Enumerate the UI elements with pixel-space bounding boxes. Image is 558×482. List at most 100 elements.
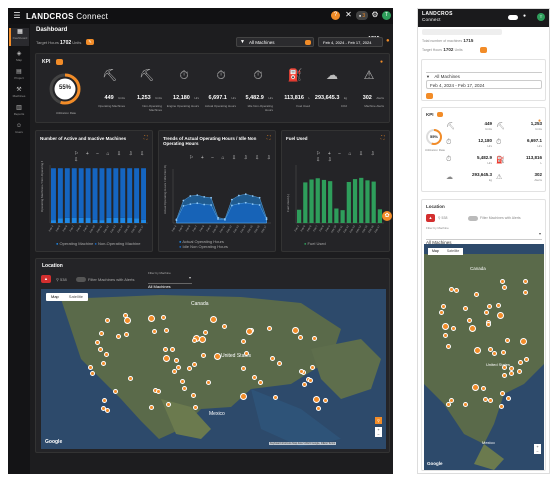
data-point[interactable]: [251, 195, 254, 197]
bar-operating[interactable]: [71, 217, 77, 223]
bar-fuel[interactable]: [377, 209, 382, 223]
data-point[interactable]: [210, 196, 213, 199]
bar-fuel[interactable]: [346, 181, 351, 223]
map-pin[interactable]: [488, 398, 494, 404]
bar-operating[interactable]: [141, 219, 146, 223]
bar-operating[interactable]: [134, 218, 140, 223]
mobile-map-tab[interactable]: Map: [432, 249, 439, 253]
data-point[interactable]: [203, 203, 206, 206]
data-point[interactable]: [258, 204, 261, 206]
bar-operating[interactable]: [99, 220, 105, 223]
mobile-kpi-card[interactable]: ⚠ 302 Alerts: [496, 171, 544, 186]
map-pin[interactable]: [500, 391, 506, 397]
map-pin[interactable]: [98, 347, 104, 353]
user-avatar[interactable]: T: [382, 11, 391, 20]
sidebar-item-users[interactable]: ☺ Users: [9, 122, 29, 140]
bar-non-operating[interactable]: [127, 168, 133, 219]
mobile-satellite-tab[interactable]: Satellite: [446, 249, 460, 253]
map-pin[interactable]: [206, 380, 211, 386]
data-point[interactable]: [230, 198, 233, 201]
notification-badge[interactable]: ● 3: [356, 11, 368, 20]
bar-operating[interactable]: [113, 217, 119, 223]
map-pin[interactable]: [466, 318, 472, 324]
settings-gear-icon[interactable]: ⚙: [371, 10, 379, 19]
sidebar-item-dashboard[interactable]: ▦ Dashboard: [9, 28, 29, 46]
sidebar-item-machines[interactable]: ⚒ Machines: [9, 86, 29, 104]
data-point[interactable]: [258, 196, 261, 199]
help-icon[interactable]: ?: [331, 11, 340, 20]
mobile-location-select[interactable]: All Machines ▾: [426, 231, 542, 245]
mobile-alert-badge[interactable]: ▲: [426, 214, 435, 222]
map-pin[interactable]: [487, 304, 493, 310]
map-pin[interactable]: [488, 347, 494, 353]
bar-non-operating[interactable]: [51, 168, 56, 221]
map-pin[interactable]: [315, 406, 321, 412]
bar-non-operating[interactable]: [106, 168, 112, 218]
map-pin[interactable]: [312, 395, 320, 403]
map-pin[interactable]: [191, 338, 197, 344]
map-pin[interactable]: [241, 366, 247, 372]
map-pin[interactable]: [104, 317, 110, 323]
bar-fuel[interactable]: [321, 179, 327, 223]
data-point[interactable]: [196, 202, 199, 205]
mobile-refresh-button[interactable]: [426, 93, 433, 99]
location-machine-select[interactable]: All Machines ▾: [148, 275, 192, 289]
bar-fuel[interactable]: [340, 210, 345, 223]
map-pin[interactable]: [266, 325, 272, 331]
map-pin[interactable]: [162, 347, 168, 353]
bar-fuel[interactable]: [309, 179, 314, 224]
bar-operating[interactable]: [106, 217, 112, 223]
date-range-picker[interactable]: Feb 4, 2024 - Feb 17, 2024: [318, 37, 383, 47]
sidebar-item-reports[interactable]: ▥ Reports: [9, 104, 29, 122]
map-pin[interactable]: [322, 398, 328, 404]
map-pin[interactable]: [101, 397, 107, 403]
map-pin[interactable]: [508, 366, 514, 372]
map-pin[interactable]: [89, 370, 95, 376]
map-pin[interactable]: [276, 361, 282, 367]
map-pin[interactable]: [186, 365, 192, 371]
bar-operating[interactable]: [57, 218, 63, 223]
bar-fuel[interactable]: [315, 178, 320, 223]
kpi-card[interactable]: ⛽ 113,816 L Fuel Used: [277, 68, 313, 114]
map-pin[interactable]: [95, 339, 101, 345]
map-pin[interactable]: [453, 287, 459, 293]
bar-non-operating[interactable]: [85, 168, 91, 219]
bar-operating[interactable]: [64, 217, 70, 223]
map-pin[interactable]: [312, 335, 318, 341]
data-point[interactable]: [203, 196, 206, 198]
map-pin[interactable]: [500, 278, 506, 284]
sidebar-item-map[interactable]: ◈ Map: [9, 50, 29, 68]
map-pin[interactable]: [258, 379, 264, 385]
map-pin[interactable]: [240, 392, 248, 400]
map-pin[interactable]: [522, 278, 528, 284]
map-pin[interactable]: [148, 315, 156, 323]
map-pin[interactable]: [203, 329, 209, 335]
zoom-control[interactable]: + −: [375, 427, 382, 437]
map-pin[interactable]: [474, 346, 482, 354]
map-pin[interactable]: [116, 334, 122, 340]
map-pin[interactable]: [446, 401, 452, 407]
map-pin[interactable]: [517, 369, 523, 375]
map-pin[interactable]: [199, 335, 207, 343]
map-pin[interactable]: [163, 355, 171, 363]
bar-fuel[interactable]: [352, 179, 358, 223]
map-pin[interactable]: [169, 346, 175, 352]
map-pin[interactable]: [463, 402, 469, 408]
map-pin[interactable]: [523, 356, 529, 362]
bar-operating[interactable]: [78, 217, 84, 223]
mobile-edit-target-button[interactable]: [480, 47, 487, 53]
mobile-kpi-card[interactable]: ⏱ 12,180 Hrs: [446, 137, 494, 152]
bar-fuel[interactable]: [365, 180, 370, 223]
map-pin[interactable]: [148, 404, 154, 410]
map-pin[interactable]: [491, 350, 497, 356]
mobile-toggle[interactable]: [508, 15, 518, 20]
map-pin[interactable]: [210, 316, 218, 324]
map-pin[interactable]: [182, 385, 188, 391]
map-pin[interactable]: [505, 337, 511, 343]
data-point[interactable]: [217, 218, 219, 220]
map-pin[interactable]: [128, 376, 134, 382]
data-point[interactable]: [182, 199, 185, 202]
bar-operating[interactable]: [127, 218, 133, 223]
edit-target-button[interactable]: ✎: [86, 39, 94, 45]
kpi-card[interactable]: ☁ 293,645.3 kg CO2: [314, 68, 350, 114]
